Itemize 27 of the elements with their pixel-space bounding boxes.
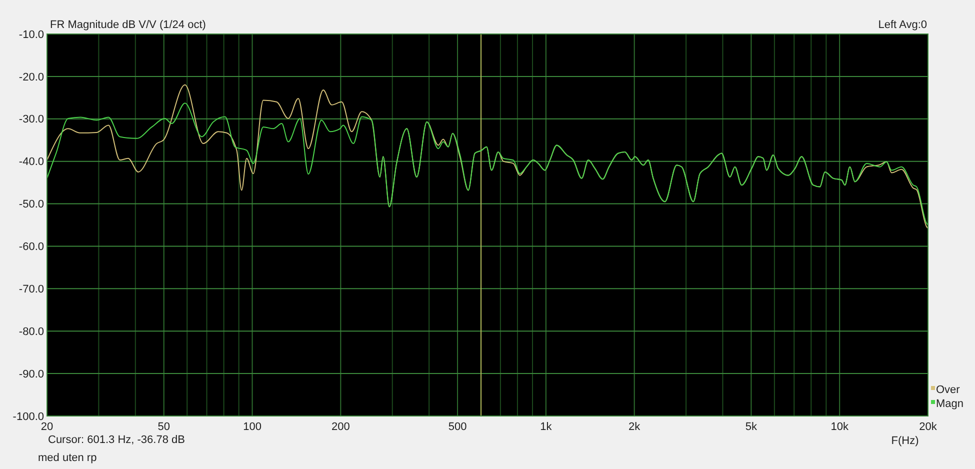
x-axis-title: F(Hz) [891,435,919,447]
x-tick-label: 500 [448,421,467,433]
x-tick-label: 2k [628,421,641,433]
chart-title: FR Magnitude dB V/V (1/24 oct) [50,19,206,31]
x-tick-label: 5k [745,421,758,433]
x-tick-label: 20k [919,421,938,433]
x-tick-label: 100 [243,421,262,433]
legend-label: Over [936,384,960,396]
y-tick-label: -50.0 [18,198,44,211]
y-tick-label: -60.0 [18,241,44,254]
x-tick-label: 50 [158,421,170,433]
x-tick-label: 1k [540,421,552,433]
x-tick-label: 10k [830,421,849,433]
y-tick-label: -80.0 [18,326,44,338]
x-tick-label: 200 [331,421,350,433]
text: med uten rp [38,452,97,464]
y-tick-label: -100.0 [12,410,44,423]
y-tick-label: -70.0 [18,284,44,296]
legend-label: Magn [936,398,964,410]
y-tick-label: -90.0 [18,368,44,380]
y-tick-label: -30.0 [18,114,44,126]
y-tick-label: -20.0 [18,71,44,84]
text: Cursor: 601.3 Hz, -36.78 dB [48,434,185,446]
y-tick-label: -40.0 [18,156,44,168]
y-tick-label: -10.0 [18,28,44,41]
chart-subtitle: Left Avg:0 [878,19,927,31]
x-tick-label: 20 [40,421,54,433]
